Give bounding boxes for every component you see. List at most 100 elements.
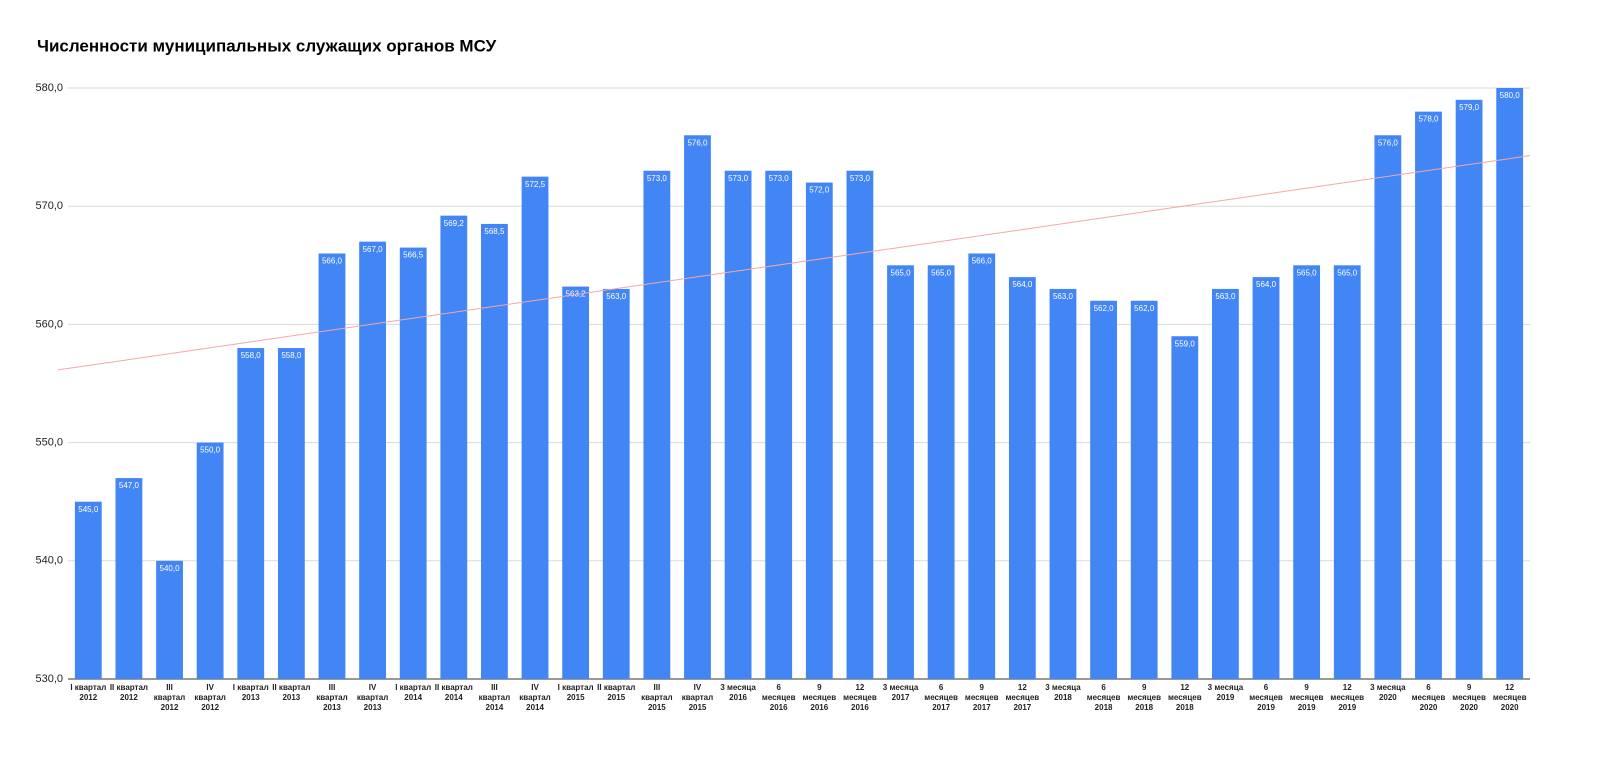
x-tick-label: III квартал 2012	[153, 683, 186, 712]
bar	[968, 253, 996, 680]
value-label: 565,0	[1337, 268, 1358, 277]
bar	[1415, 111, 1442, 679]
bar	[440, 215, 468, 679]
bar	[1049, 288, 1077, 679]
x-tick-label: 9 месяцев 2020	[1452, 683, 1486, 712]
bar	[359, 241, 386, 679]
chart-title: Численности муниципальных служащих орган…	[37, 36, 497, 55]
x-tick-label: 6 месяцев 2018	[1086, 683, 1121, 712]
value-label: 580,0	[1500, 91, 1521, 100]
value-label: 564,0	[1256, 280, 1277, 289]
value-label: 573,0	[850, 174, 871, 183]
x-tick-label: 9 месяцев 2019	[1289, 683, 1324, 712]
x-tick-label: III квартал 2014	[478, 683, 511, 712]
x-tick-label: I квартал 2013	[232, 683, 269, 702]
value-label: 547,0	[119, 481, 140, 490]
value-label: 559,0	[1175, 339, 1196, 348]
bar	[481, 223, 508, 679]
bar	[1496, 88, 1524, 679]
bar	[1212, 288, 1239, 679]
bar	[724, 170, 752, 680]
x-tick-label: IV квартал 2014	[519, 683, 551, 712]
bar	[1374, 135, 1402, 679]
y-tick-label: 530,0	[35, 673, 63, 685]
x-tick-label: 12 месяцев 2019	[1330, 683, 1365, 712]
bar	[846, 170, 874, 680]
bar	[1333, 265, 1361, 679]
bar	[643, 170, 671, 680]
value-label: 566,0	[972, 257, 993, 266]
x-tick-label: 6 месяцев 2019	[1249, 683, 1283, 712]
x-tick-label: 12 месяцев 2018	[1167, 683, 1202, 712]
y-tick-label: 580,0	[35, 82, 63, 94]
x-tick-label: IV квартал 2013	[356, 683, 389, 712]
x-tick-label: 12 месяцев 2016	[843, 683, 877, 712]
bar	[115, 478, 143, 679]
value-label: 576,0	[1378, 138, 1399, 147]
x-tick-label: 3 месяца 2016	[720, 683, 756, 702]
x-tick-label: III квартал 2015	[641, 683, 673, 712]
value-label: 564,0	[1012, 280, 1033, 289]
bar	[1171, 336, 1199, 679]
bar	[1252, 277, 1280, 679]
bar	[1090, 300, 1117, 679]
x-tick-label: III квартал 2013	[316, 683, 348, 712]
x-tick-label: 3 месяца 2017	[882, 683, 919, 702]
value-label: 540,0	[160, 564, 181, 573]
bar	[1455, 99, 1483, 679]
x-tick-label: 3 месяца 2018	[1045, 683, 1081, 702]
x-tick-label: 3 месяца 2020	[1370, 683, 1406, 702]
value-label: 579,0	[1459, 103, 1480, 112]
bar	[562, 286, 590, 679]
value-label: 573,0	[728, 174, 749, 183]
bar	[602, 288, 630, 679]
x-tick-label: 3 месяца 2019	[1207, 683, 1244, 702]
x-tick-label: 12 месяцев 2020	[1492, 683, 1527, 712]
x-tick-label: IV квартал 2015	[681, 683, 714, 712]
bar	[237, 348, 265, 679]
x-tick-label: 9 месяцев 2018	[1127, 683, 1162, 712]
y-tick-label: 560,0	[35, 318, 63, 330]
bar	[1293, 265, 1321, 679]
bar	[927, 265, 955, 679]
x-tick-label: II квартал 2014	[434, 683, 473, 702]
x-tick-label: II квартал 2013	[272, 683, 311, 702]
x-tick-label: I квартал 2014	[395, 683, 432, 702]
value-label: 545,0	[78, 505, 99, 514]
value-label: 550,0	[200, 446, 221, 455]
x-tick-label: I квартал 2012	[70, 683, 107, 702]
bar	[74, 501, 102, 679]
value-label: 562,0	[1134, 304, 1155, 313]
bar	[1130, 300, 1158, 679]
x-tick-label: IV квартал 2012	[194, 683, 226, 712]
x-tick-label: 6 месяцев 2017	[924, 683, 958, 712]
bar	[399, 247, 427, 679]
value-label: 572,5	[525, 180, 546, 189]
value-label: 573,0	[769, 174, 790, 183]
x-tick-label: 6 месяцев 2016	[761, 683, 796, 712]
value-label: 567,0	[363, 245, 384, 254]
value-label: 563,0	[606, 292, 627, 301]
x-tick-label: 9 месяцев 2017	[964, 683, 999, 712]
value-label: 578,0	[1418, 115, 1439, 124]
value-label: 565,0	[891, 268, 912, 277]
x-tick-label: 6 месяцев 2020	[1411, 683, 1446, 712]
value-label: 565,0	[1297, 268, 1318, 277]
value-label: 576,0	[687, 138, 708, 147]
bar	[156, 560, 183, 679]
x-tick-label: 9 месяцев 2016	[802, 683, 837, 712]
bar	[521, 176, 549, 679]
x-tick-label: II квартал 2012	[109, 683, 148, 702]
bar	[684, 135, 711, 679]
value-label: 562,0	[1094, 304, 1115, 313]
bar	[318, 253, 346, 680]
value-label: 569,2	[444, 219, 465, 228]
y-tick-label: 550,0	[35, 437, 63, 449]
x-tick-label: 12 месяцев 2017	[1005, 683, 1040, 712]
value-label: 558,0	[281, 351, 302, 360]
x-tick-label: II квартал 2015	[597, 683, 636, 702]
value-label: 558,0	[241, 351, 262, 360]
x-tick-label: I квартал 2015	[557, 683, 594, 702]
